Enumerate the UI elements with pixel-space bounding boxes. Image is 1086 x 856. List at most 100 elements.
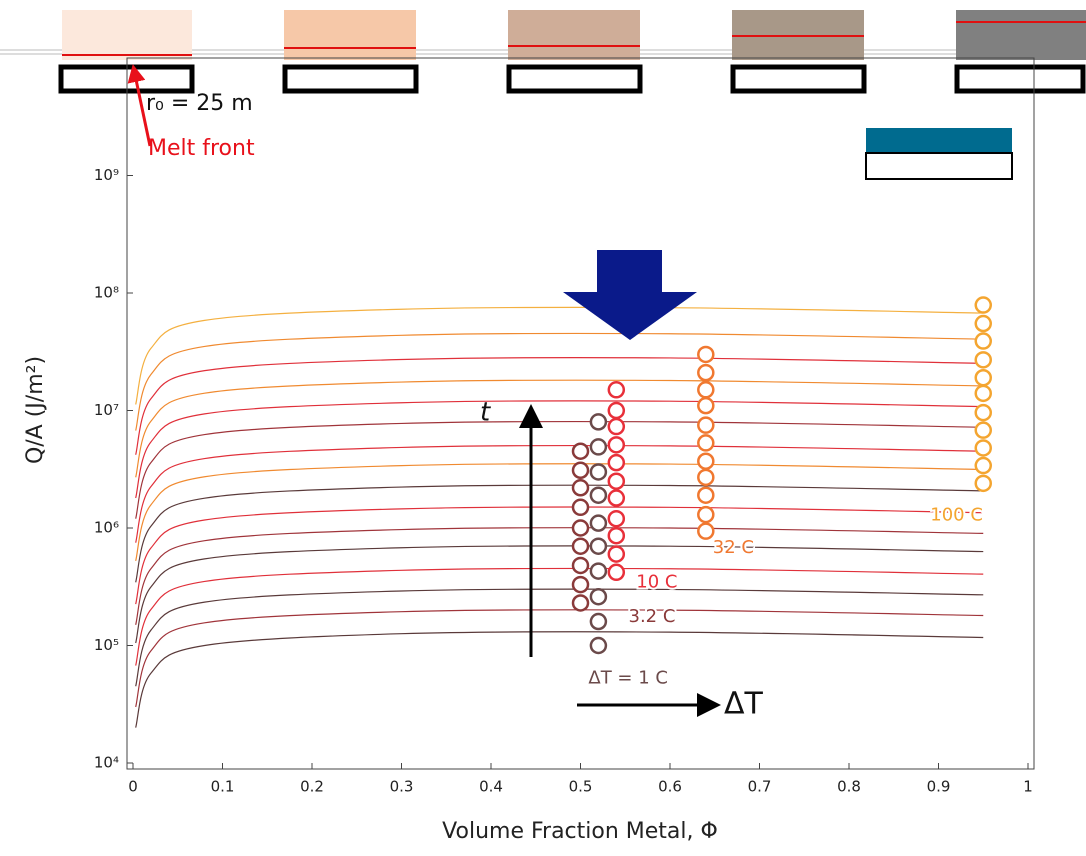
y-tick-label: 10⁵ [94, 636, 119, 654]
y-tick-label: 10⁶ [94, 519, 119, 537]
x-tick-label: 0.3 [390, 778, 414, 796]
marker [974, 332, 992, 350]
marker [571, 498, 590, 517]
marker [607, 417, 626, 436]
marker [974, 421, 992, 439]
x-tick-label: 0.7 [748, 778, 772, 796]
marker [607, 526, 626, 545]
marker [589, 636, 608, 655]
marker [607, 489, 626, 507]
x-tick-label: 0.2 [300, 778, 324, 796]
marker [589, 486, 608, 504]
series-label: 32 C [713, 537, 754, 558]
curve [135, 506, 984, 605]
marker [974, 296, 992, 314]
marker [697, 486, 715, 504]
x-tick-label: 0 [128, 778, 138, 796]
marker [607, 453, 626, 472]
marker [589, 587, 608, 606]
marker [697, 468, 715, 487]
marker [607, 563, 626, 582]
plot-area: 0 0.1 0.2 0.3 0.4 0.5 0.6 0.7 0.8 0.9 1 10⁴ 10⁵ 10⁶ 10… [94, 57, 1035, 796]
curve [135, 631, 984, 728]
marker [697, 505, 715, 524]
curve [135, 379, 984, 478]
marker [607, 401, 626, 420]
marker [589, 438, 608, 456]
marker [589, 413, 608, 431]
marker [607, 509, 626, 528]
marker [607, 472, 626, 490]
curve [135, 420, 984, 519]
overlay [127, 64, 1013, 717]
marker [571, 442, 590, 460]
x-tick-label: 0.6 [658, 778, 682, 796]
marker [697, 381, 715, 399]
marker [697, 345, 715, 364]
x-tick-label: 0.5 [569, 778, 593, 796]
curve [135, 527, 984, 625]
marker [974, 456, 992, 475]
series-label: 10 C [636, 571, 677, 592]
y-tick-label: 10⁴ [94, 754, 119, 772]
time-label: t [480, 398, 491, 428]
curve [135, 444, 984, 543]
marker [697, 452, 715, 470]
curve [135, 609, 984, 708]
x-tick-label: 0.8 [837, 778, 861, 796]
curve [135, 545, 984, 644]
marker [697, 416, 715, 434]
marker [974, 403, 992, 422]
marker [589, 514, 608, 532]
marker [571, 594, 590, 612]
x-tick-label: 0.4 [479, 778, 503, 796]
y-tick-label: 10⁷ [94, 401, 119, 419]
x-axis-label: Volume Fraction Metal, Φ [442, 819, 718, 844]
curve [135, 484, 984, 583]
marker [589, 537, 608, 555]
marker [589, 463, 608, 481]
marker [974, 368, 992, 387]
x-tick-label: 0.9 [927, 778, 951, 796]
curve [135, 588, 984, 687]
curve [135, 400, 984, 499]
marker [607, 436, 626, 454]
marker [571, 575, 590, 594]
curve [135, 306, 984, 405]
curve [135, 332, 984, 431]
marker [697, 363, 715, 382]
curve [135, 567, 984, 666]
y-axis-label: Q/A (J/m²) [23, 356, 48, 464]
y-tick-label: 10⁹ [94, 166, 119, 184]
series-label: ΔT = 1 C [588, 668, 668, 689]
curve [135, 463, 984, 562]
marker [607, 545, 626, 563]
marker [571, 519, 590, 537]
y-tick-label: 10⁸ [94, 284, 119, 302]
melt-front-label: Melt front [148, 136, 255, 161]
marker [571, 479, 590, 497]
melt-strip [0, 10, 1086, 94]
marker [697, 522, 715, 540]
marker [607, 381, 626, 399]
radius-label: r₀ = 25 m [146, 91, 253, 116]
marker [974, 439, 992, 457]
curve [135, 357, 984, 455]
series-label: 3.2 C [629, 606, 676, 627]
delta-t-label: ΔT [724, 687, 764, 722]
marker [697, 434, 715, 452]
x-tick-label: 0.1 [211, 778, 235, 796]
marker [974, 474, 992, 493]
marker [974, 384, 992, 403]
series-label: 100 C [930, 504, 983, 525]
marker [571, 537, 590, 555]
marker [571, 461, 590, 480]
marker [571, 556, 590, 575]
marker [974, 351, 992, 369]
marker [589, 562, 608, 580]
marker [974, 314, 992, 333]
marker [589, 612, 608, 631]
marker [697, 396, 715, 415]
x-tick-label: 1 [1023, 778, 1033, 796]
